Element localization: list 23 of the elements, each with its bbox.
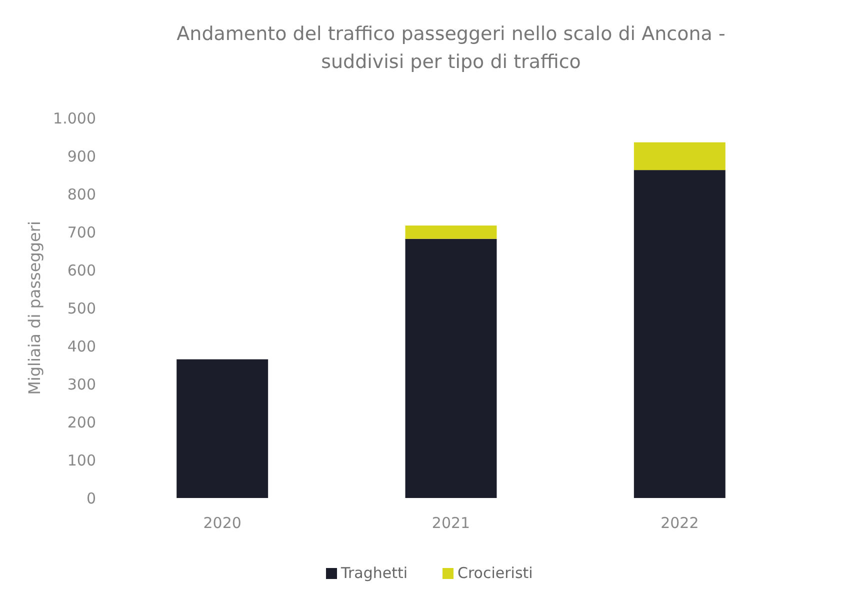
y-tick-label: 300: [67, 375, 96, 394]
legend-label: Traghetti: [340, 564, 408, 582]
y-tick-label: 900: [67, 147, 96, 166]
chart-title: Andamento del traffico passeggeri nello scalo di Ancona - suddivisi per tipo di traffico: [176, 23, 726, 73]
bar: [176, 359, 268, 498]
y-tick-label: 500: [67, 299, 96, 318]
x-tick-label: 2020: [203, 514, 242, 532]
legend-label: Crocieristi: [458, 564, 533, 582]
bar: [634, 170, 726, 498]
y-tick-label: 400: [67, 337, 96, 356]
y-axis-title: Migliaia di passeggeri: [25, 221, 44, 395]
y-tick-label: 0: [86, 489, 96, 508]
bar: [405, 238, 497, 498]
x-tick-label: 2022: [660, 514, 699, 532]
y-tick-label: 1.000: [53, 109, 96, 128]
y-tick-label: 800: [67, 185, 96, 204]
bar: [634, 142, 726, 170]
bar: [405, 226, 497, 239]
y-tick-label: 100: [67, 451, 96, 470]
y-tick-label: 700: [67, 223, 96, 242]
y-tick-label: 200: [67, 413, 96, 432]
x-tick-label: 2021: [432, 514, 470, 532]
y-tick-label: 600: [67, 261, 96, 280]
